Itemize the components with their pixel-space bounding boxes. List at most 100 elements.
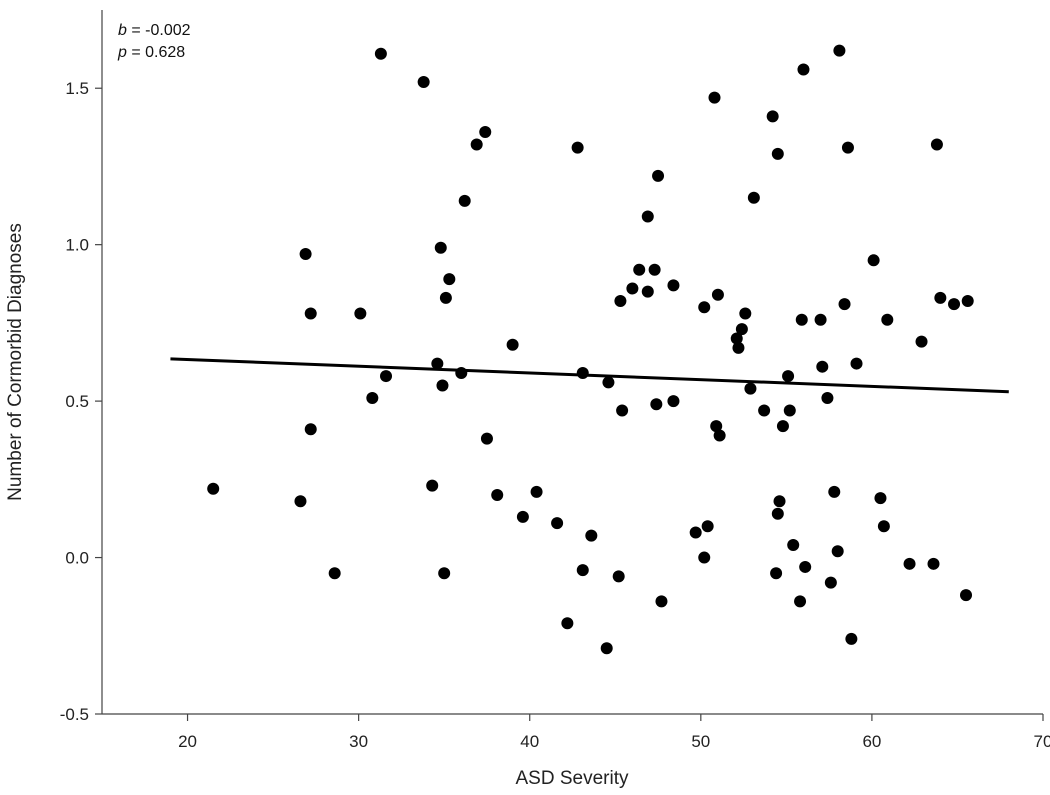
y-ticks: -0.5 0.0 0.5 1.0 1.5 [60, 79, 102, 724]
data-point [730, 332, 743, 345]
data-point [771, 147, 784, 160]
x-axis-label: ASD Severity [516, 768, 629, 789]
x-tick-label: 20 [178, 732, 197, 751]
data-point [431, 357, 444, 370]
data-point [845, 632, 858, 645]
data-point [711, 288, 724, 301]
p-value: = 0.628 [127, 44, 185, 61]
data-point [438, 567, 451, 580]
data-point [616, 404, 629, 417]
data-point [470, 138, 483, 151]
data-point [641, 210, 654, 223]
x-ticks: 20 30 40 50 60 70 [178, 714, 1050, 751]
data-point [838, 298, 851, 311]
data-point [744, 382, 757, 395]
x-tick-label: 40 [520, 732, 539, 751]
stats-annotation: b = -0.002 p = 0.628 [117, 22, 191, 61]
regression-line [170, 357, 1009, 394]
data-points [207, 44, 974, 655]
data-point [304, 423, 317, 436]
data-point [739, 307, 752, 320]
data-point [710, 420, 723, 433]
data-point [758, 404, 771, 417]
data-point [626, 282, 639, 295]
data-point [732, 341, 745, 354]
data-point [874, 492, 887, 505]
data-point [771, 507, 784, 520]
data-point [877, 520, 890, 533]
data-point [561, 617, 574, 630]
data-point [366, 391, 379, 404]
data-point [571, 141, 584, 154]
data-point [426, 479, 439, 492]
data-point [576, 366, 589, 379]
data-point [833, 44, 846, 57]
data-point [650, 398, 663, 411]
data-point [304, 307, 317, 320]
data-point [516, 510, 529, 523]
data-point [576, 564, 589, 577]
p-annotation: p = 0.628 [117, 44, 185, 61]
data-point [614, 294, 627, 307]
data-point [735, 323, 748, 336]
data-point [436, 379, 449, 392]
data-point [934, 291, 947, 304]
b-symbol: b [118, 22, 127, 39]
y-tick-label: -0.5 [60, 705, 89, 724]
data-point [881, 313, 894, 326]
data-point [708, 91, 721, 104]
data-point [927, 557, 940, 570]
y-axis: -0.5 0.0 0.5 1.0 1.5 [60, 10, 103, 724]
data-point [294, 495, 307, 508]
data-point [641, 285, 654, 298]
y-axis-label: Number of Cormorbid Diagnoses [5, 223, 26, 501]
data-point [903, 557, 916, 570]
data-point [824, 576, 837, 589]
data-point [443, 273, 456, 286]
data-point [667, 395, 680, 408]
data-point [655, 595, 668, 608]
p-symbol: p [117, 44, 127, 61]
data-point [585, 529, 598, 542]
data-point [799, 560, 812, 573]
data-point [479, 126, 492, 139]
data-point [374, 47, 387, 60]
data-point [299, 248, 312, 261]
data-point [417, 75, 430, 88]
data-point [713, 429, 726, 442]
y-tick-label: 1.5 [65, 79, 89, 98]
x-tick-label: 70 [1034, 732, 1050, 751]
data-point [458, 194, 471, 207]
data-point [814, 313, 827, 326]
data-point [698, 551, 711, 564]
data-point [434, 241, 447, 254]
data-point [600, 642, 613, 655]
data-point [439, 291, 452, 304]
data-point [652, 169, 665, 182]
data-point [850, 357, 863, 370]
data-point [701, 520, 714, 533]
data-point [794, 595, 807, 608]
data-point [612, 570, 625, 583]
data-point [766, 110, 779, 123]
data-point [328, 567, 341, 580]
data-point [915, 335, 928, 348]
x-tick-label: 50 [691, 732, 710, 751]
data-point [776, 420, 789, 433]
y-tick-label: 1.0 [65, 236, 89, 255]
data-point [773, 495, 786, 508]
data-point [948, 298, 961, 311]
data-point [667, 279, 680, 292]
data-point [648, 263, 661, 276]
data-point [821, 391, 834, 404]
data-point [506, 338, 519, 351]
data-point [207, 482, 220, 495]
data-point [354, 307, 367, 320]
data-point [831, 545, 844, 558]
data-point [930, 138, 943, 151]
data-point [602, 376, 615, 389]
data-point [491, 488, 504, 501]
data-point [782, 370, 795, 383]
data-point [689, 526, 702, 539]
